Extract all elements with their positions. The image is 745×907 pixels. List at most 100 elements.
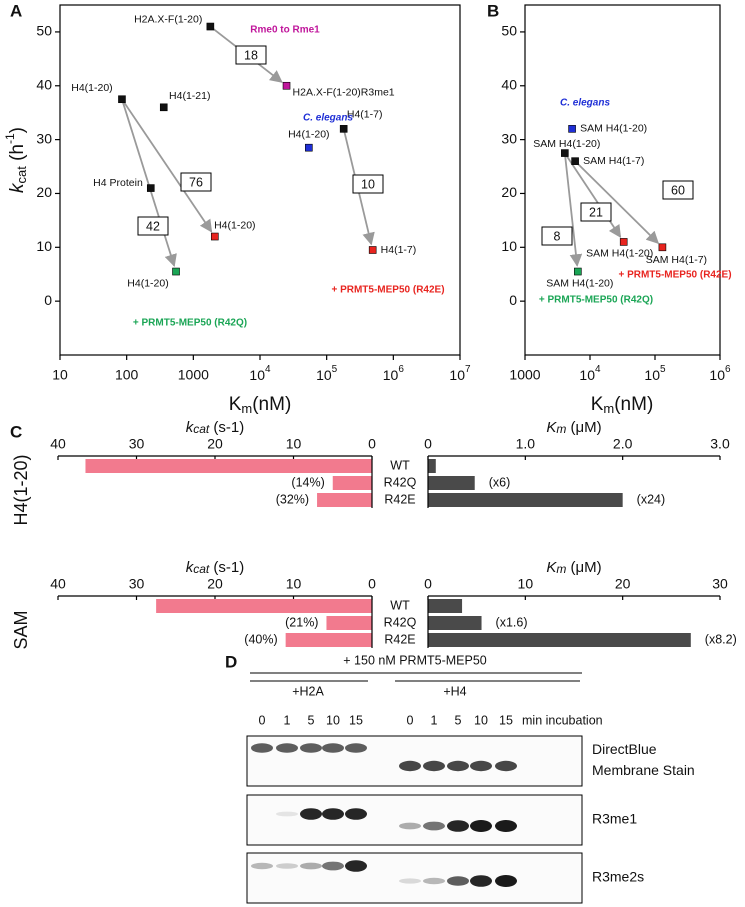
point-label: H4 Protein (93, 177, 143, 189)
blot-band (423, 877, 445, 885)
axis-label: kcat (s-1) (186, 559, 245, 576)
arrow-label-box (352, 174, 384, 194)
category-label: R42Q (384, 615, 417, 629)
x-tick-exponent: 7 (465, 364, 471, 375)
blot-band (300, 862, 322, 870)
group-label: C. elegans (560, 98, 610, 109)
blot-band (345, 808, 367, 820)
bar (428, 616, 482, 630)
y-tick-label: 30 (36, 130, 52, 146)
bar-annotation: (x8.2) (705, 632, 737, 646)
x-tick-label: 40 (50, 436, 66, 452)
arrow-label-box (580, 202, 612, 222)
blot-band (470, 875, 492, 887)
blot-band (251, 862, 273, 870)
y-tick-label: 20 (36, 184, 52, 200)
category-label: R42E (384, 492, 415, 506)
x-tick-label: 104 (249, 364, 271, 383)
axis-label-sub: cat (193, 562, 210, 576)
panel-label: B (487, 1, 499, 20)
x-label-sub: m (241, 401, 252, 416)
x-tick-label: 106 (383, 364, 405, 383)
x-tick-label: 105 (316, 364, 338, 383)
data-point (658, 243, 667, 252)
data-point (368, 246, 377, 254)
x-tick-label: 100 (115, 367, 139, 383)
blot-band (399, 760, 421, 772)
x-label-part: K (229, 394, 242, 415)
group-label: + PRMT5-MEP50 (R42E) (618, 270, 731, 281)
lane-label: 15 (349, 713, 363, 727)
axis-label-part: k (186, 559, 195, 576)
x-tick-base: 10 (449, 367, 465, 383)
y-tick-label: 30 (501, 130, 517, 146)
bar-annotation: (21%) (285, 615, 318, 629)
bar (428, 459, 436, 473)
lane-label: 0 (259, 713, 266, 727)
panel-label: C (10, 422, 22, 441)
data-point (568, 125, 576, 133)
data-point (211, 232, 219, 241)
row-label: SAM (11, 610, 31, 649)
bar (285, 633, 372, 647)
bar (326, 616, 372, 630)
data-point (561, 149, 569, 157)
x-tick-label: 40 (50, 576, 66, 592)
data-point (571, 157, 579, 165)
x-label-sub: m (603, 401, 614, 416)
x-tick-label: 30 (129, 436, 145, 452)
arrow (121, 98, 213, 233)
arrow-label-box (180, 172, 212, 192)
x-tick-label: 107 (449, 364, 471, 383)
blot-band (345, 743, 367, 753)
y-tick-label: 50 (36, 23, 52, 39)
arrow-label: 76 (189, 175, 203, 189)
arrow-label-box (235, 45, 267, 65)
arrow-label: 10 (361, 177, 375, 191)
axis-label-part: (s-1) (209, 419, 244, 436)
bar-annotation: (x6) (489, 475, 511, 489)
bar (428, 599, 463, 613)
x-tick-label: 30 (129, 576, 145, 592)
blot-band (345, 860, 367, 872)
x-tick-label: 3.0 (710, 436, 730, 452)
x-tick-label: 0 (424, 436, 432, 452)
blot-band (447, 760, 469, 772)
x-tick-label: 104 (579, 364, 601, 383)
blot-band (399, 878, 421, 884)
axis-label-sub: m (556, 562, 566, 576)
point-label: H4(1-7) (381, 244, 417, 256)
panel-label: D (225, 652, 237, 671)
axis-label: Km (μM) (546, 559, 601, 576)
x-tick-exponent: 4 (265, 364, 271, 375)
point-label: H4(1-20) (71, 82, 112, 94)
x-tick-base: 10 (579, 367, 595, 383)
arrow-label: 8 (554, 229, 561, 243)
x-tick-label: 20 (207, 436, 223, 452)
axis-label-part: k (186, 419, 195, 436)
axis-label-part: (μM) (566, 559, 601, 576)
axis-label: Km (μM) (546, 419, 601, 436)
x-tick-label: 10 (52, 367, 68, 383)
y-tick-label: 10 (36, 238, 52, 254)
arrow-label-box (662, 180, 694, 200)
axis-label: kcat (s-1) (186, 419, 245, 436)
x-tick-base: 10 (644, 367, 660, 383)
axis-label-sub: m (556, 422, 566, 436)
blot-band (276, 811, 298, 817)
group-label: + PRMT5-MEP50 (R42Q) (133, 318, 247, 329)
group-label: C. elegans (303, 113, 353, 124)
y-tick-label: 0 (44, 292, 52, 308)
lane-label: 15 (499, 713, 513, 727)
point-label: SAM H4(1-20) (586, 248, 653, 260)
data-point (206, 22, 215, 31)
blot-band (495, 875, 517, 887)
x-tick-label: 10 (286, 436, 302, 452)
blot-band (470, 760, 492, 772)
bar-panel: C H4(1-20) kcat (s-1) 40 30 20 10 0 (14%) (32%) Km… (10, 419, 730, 526)
x-axis-label: Km(nM) (229, 394, 292, 416)
data-point (282, 81, 291, 90)
arrow (121, 98, 177, 268)
data-point (339, 125, 348, 133)
